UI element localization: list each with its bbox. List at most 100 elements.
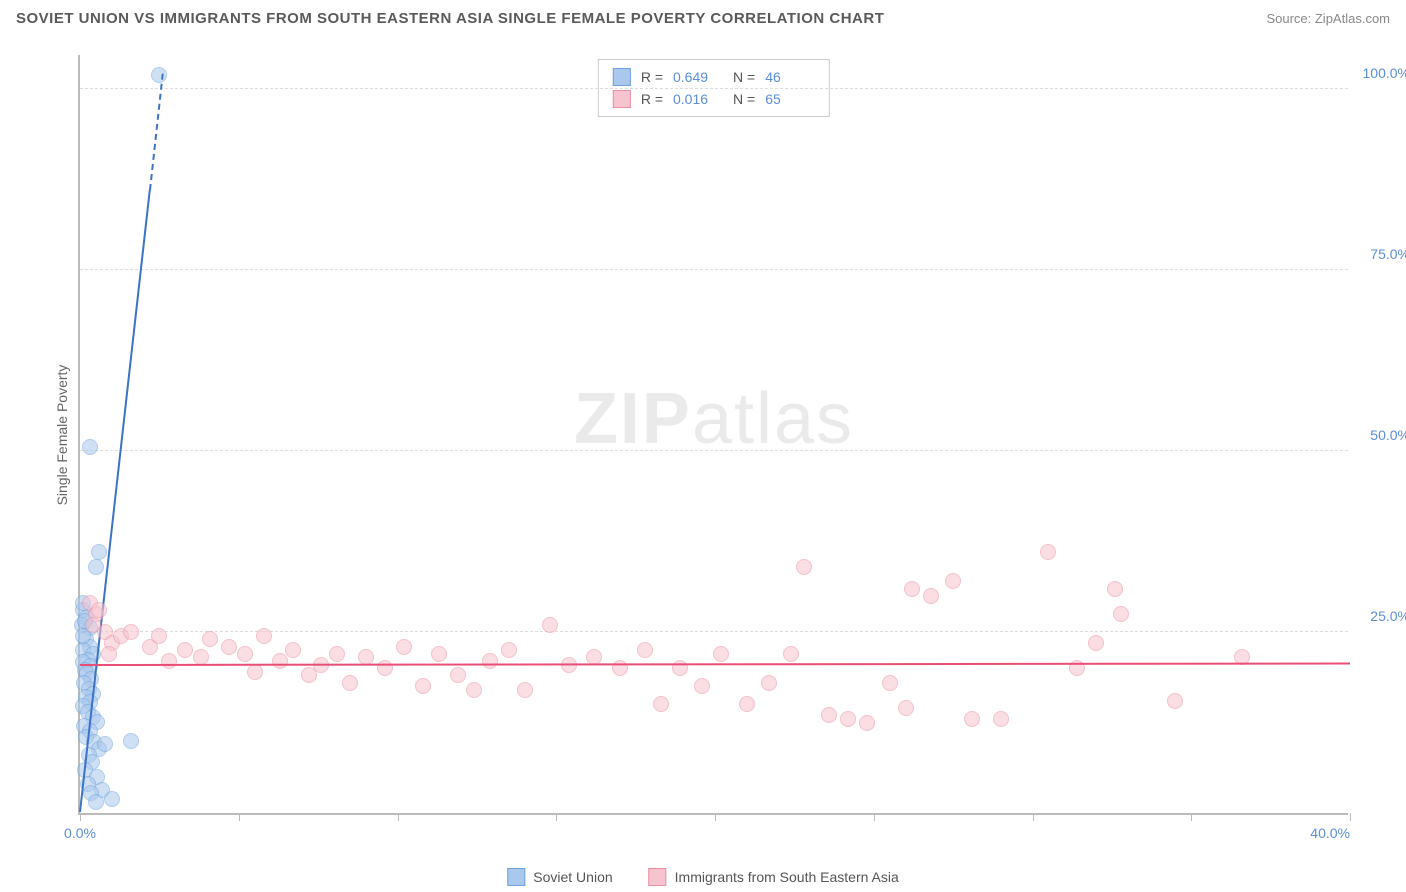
legend-label-2: Immigrants from South Eastern Asia [675,869,899,885]
stats-row-1: R = 0.649 N = 46 [613,66,815,88]
data-point [482,653,498,669]
data-point [859,715,875,731]
data-point [1113,606,1129,622]
data-point [466,682,482,698]
y-axis-label: Single Female Poverty [54,365,70,506]
x-tick [556,813,557,821]
legend-item-1: Soviet Union [507,868,612,886]
swatch-series-1 [613,68,631,86]
title-bar: SOVIET UNION VS IMMIGRANTS FROM SOUTH EA… [0,0,1406,31]
trend-line-dashed [149,74,164,190]
stat-label-r: R = [641,91,663,107]
data-point [898,700,914,716]
watermark-text-a: ZIP [574,379,692,459]
data-point [1107,581,1123,597]
data-point [923,588,939,604]
data-point [221,639,237,655]
data-point [761,675,777,691]
gridline-h [80,450,1348,451]
data-point [694,678,710,694]
swatch-series-2 [649,868,667,886]
x-tick [715,813,716,821]
watermark: ZIPatlas [574,378,854,460]
x-tick [874,813,875,821]
data-point [88,794,104,810]
data-point [301,667,317,683]
data-point [123,624,139,640]
data-point [377,660,393,676]
data-point [1167,693,1183,709]
data-point [91,602,107,618]
chart-area: Single Female Poverty ZIPatlas R = 0.649… [50,55,1390,815]
data-point [97,736,113,752]
data-point [501,642,517,658]
legend-item-2: Immigrants from South Eastern Asia [649,868,899,886]
data-point [517,682,533,698]
data-point [237,646,253,662]
stat-label-n: N = [733,91,755,107]
data-point [342,675,358,691]
swatch-series-2 [613,90,631,108]
data-point [431,646,447,662]
stat-label-r: R = [641,69,663,85]
data-point [1040,544,1056,560]
data-point [945,573,961,589]
data-point [91,544,107,560]
data-point [821,707,837,723]
stat-value-r1: 0.649 [673,69,723,85]
gridline-h [80,269,1348,270]
x-tick [80,813,81,821]
data-point [104,791,120,807]
data-point [993,711,1009,727]
data-point [82,439,98,455]
y-tick-label: 100.0% [1355,65,1406,81]
y-tick-label: 25.0% [1355,608,1406,624]
data-point [202,631,218,647]
data-point [285,642,301,658]
data-point [151,628,167,644]
data-point [796,559,812,575]
data-point [964,711,980,727]
stats-row-2: R = 0.016 N = 65 [613,88,815,110]
watermark-text-b: atlas [692,379,854,459]
bottom-legend: Soviet Union Immigrants from South Easte… [507,868,898,886]
data-point [329,646,345,662]
data-point [739,696,755,712]
x-tick [239,813,240,821]
data-point [653,696,669,712]
trend-line [80,663,1350,666]
scatter-plot: ZIPatlas R = 0.649 N = 46 R = 0.016 N = … [78,55,1348,815]
data-point [882,675,898,691]
legend-label-1: Soviet Union [533,869,612,885]
swatch-series-1 [507,868,525,886]
data-point [123,733,139,749]
data-point [256,628,272,644]
data-point [783,646,799,662]
x-tick-label: 0.0% [64,825,96,841]
data-point [713,646,729,662]
chart-title: SOVIET UNION VS IMMIGRANTS FROM SOUTH EA… [16,10,884,27]
data-point [542,617,558,633]
data-point [161,653,177,669]
data-point [177,642,193,658]
x-tick [1033,813,1034,821]
data-point [1088,635,1104,651]
gridline-h [80,88,1348,89]
y-tick-label: 75.0% [1355,246,1406,262]
data-point [396,639,412,655]
data-point [904,581,920,597]
data-point [637,642,653,658]
data-point [272,653,288,669]
x-tick-label: 40.0% [1310,825,1350,841]
x-tick [398,813,399,821]
stat-value-n1: 46 [765,69,815,85]
data-point [247,664,263,680]
source-attribution: Source: ZipAtlas.com [1266,11,1390,26]
data-point [415,678,431,694]
x-tick [1191,813,1192,821]
trend-line [79,189,151,812]
data-point [151,67,167,83]
y-tick-label: 50.0% [1355,427,1406,443]
stat-label-n: N = [733,69,755,85]
data-point [840,711,856,727]
